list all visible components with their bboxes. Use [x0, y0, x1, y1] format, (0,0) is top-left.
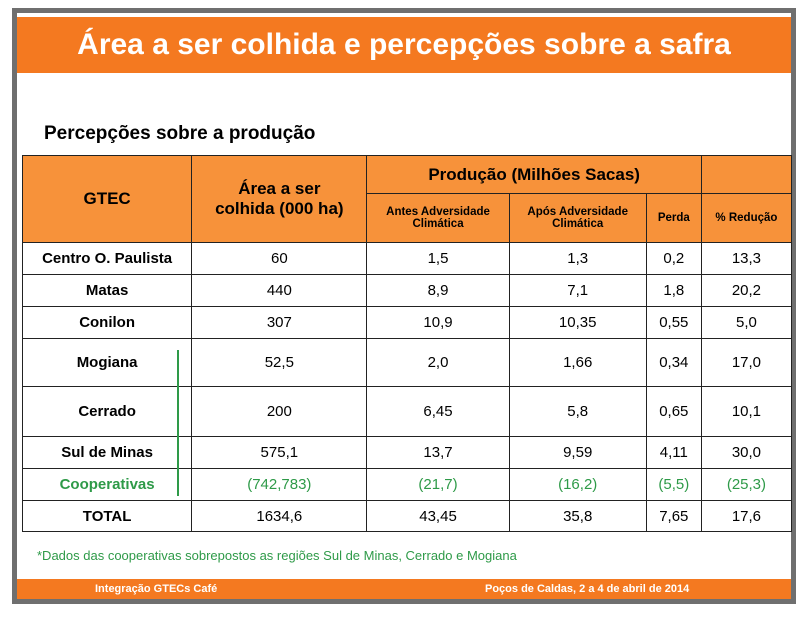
- cell: 10,1: [700, 386, 793, 437]
- data-table: GTEC Área a ser colhida (000 ha) Produçã…: [21, 155, 793, 532]
- row-label: Cerrado: [21, 386, 193, 437]
- cell: 13,3: [700, 242, 793, 275]
- cell: 4,11: [645, 436, 702, 469]
- row-label: Matas: [21, 274, 193, 307]
- cell: 8,9: [366, 274, 510, 307]
- row-label: Conilon: [21, 306, 193, 339]
- cell: 1,66: [508, 338, 647, 387]
- cell: (25,3): [700, 468, 793, 501]
- cell: 1,3: [508, 242, 647, 275]
- cell: 0,55: [645, 306, 702, 339]
- row-label: Centro O. Paulista: [21, 242, 193, 275]
- table-row: Centro O. Paulista 60 1,5 1,3 0,2 13,3: [21, 242, 793, 275]
- cell: 1,5: [366, 242, 510, 275]
- cell: 13,7: [366, 436, 510, 469]
- header-cell: Produção (Milhões Sacas): [366, 155, 702, 194]
- header-cell: Perda: [645, 193, 702, 243]
- cell: 0,65: [645, 386, 702, 437]
- footnote: *Dados das cooperativas sobrepostos as r…: [37, 548, 517, 563]
- header-cell: Após Adversidade Climática: [508, 193, 647, 243]
- cell: 10,35: [508, 306, 647, 339]
- slide-title: Área a ser colhida e percepções sobre a …: [17, 17, 791, 73]
- header-cell: GTEC: [21, 155, 193, 243]
- cell: 10,9: [366, 306, 510, 339]
- table-row: Conilon 307 10,9 10,35 0,55 5,0: [21, 306, 793, 339]
- row-label: Sul de Minas: [21, 436, 193, 469]
- table-row: Matas 440 8,9 7,1 1,8 20,2: [21, 274, 793, 307]
- cell: 0,34: [645, 338, 702, 387]
- cell: (742,783): [191, 468, 368, 501]
- header-cell: Antes Adversidade Climática: [366, 193, 510, 243]
- bracket-line: [177, 350, 179, 496]
- cell: 35,8: [508, 500, 647, 532]
- cell: 200: [191, 386, 368, 437]
- cell: 6,45: [366, 386, 510, 437]
- cell: 52,5: [191, 338, 368, 387]
- cell: 2,0: [366, 338, 510, 387]
- cell: 440: [191, 274, 368, 307]
- cell: 1634,6: [191, 500, 368, 532]
- cell: 5,0: [700, 306, 793, 339]
- cell: 575,1: [191, 436, 368, 469]
- table-row: Cooperativas (742,783) (21,7) (16,2) (5,5) (2…: [21, 468, 793, 501]
- footer: Integração GTECs Café Poços de Caldas, 2…: [17, 579, 791, 599]
- slide: Área a ser colhida e percepções sobre a …: [12, 8, 796, 604]
- row-label: TOTAL: [21, 500, 193, 532]
- table-row: TOTAL 1634,6 43,45 35,8 7,65 17,6: [21, 500, 793, 532]
- cell: 17,0: [700, 338, 793, 387]
- table-row: Cerrado 200 6,45 5,8 0,65 10,1: [21, 386, 793, 437]
- cell: (16,2): [508, 468, 647, 501]
- table-row: Mogiana 52,5 2,0 1,66 0,34 17,0: [21, 338, 793, 387]
- cell: (5,5): [645, 468, 702, 501]
- cell: 7,65: [645, 500, 702, 532]
- cell: 5,8: [508, 386, 647, 437]
- table-row: Sul de Minas 575,1 13,7 9,59 4,11 30,0: [21, 436, 793, 469]
- cell: 20,2: [700, 274, 793, 307]
- subtitle: Percepções sobre a produção: [44, 123, 316, 144]
- header-cell: Área a ser colhida (000 ha): [191, 155, 368, 243]
- cell: (21,7): [366, 468, 510, 501]
- cell: 30,0: [700, 436, 793, 469]
- cell: 60: [191, 242, 368, 275]
- row-label: Mogiana: [21, 338, 193, 387]
- footer-left: Integração GTECs Café: [95, 583, 218, 595]
- cell: 17,6: [700, 500, 793, 532]
- row-label: Cooperativas: [21, 468, 193, 501]
- cell: 0,2: [645, 242, 702, 275]
- cell: 9,59: [508, 436, 647, 469]
- cell: 43,45: [366, 500, 510, 532]
- cell: 1,8: [645, 274, 702, 307]
- footer-right: Poços de Caldas, 2 a 4 de abril de 2014: [485, 583, 690, 595]
- cell: 307: [191, 306, 368, 339]
- cell: 7,1: [508, 274, 647, 307]
- header-cell: % Redução: [700, 193, 793, 243]
- header-cell: [700, 155, 793, 194]
